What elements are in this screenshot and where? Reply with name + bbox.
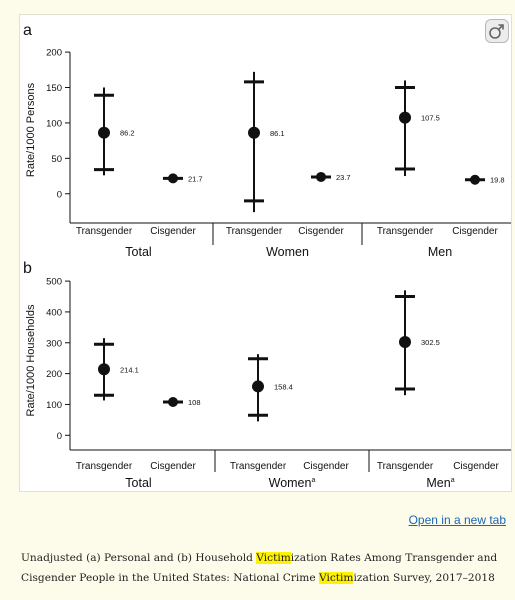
data-point bbox=[252, 380, 264, 392]
category-label: Cisgender bbox=[303, 461, 349, 472]
y-axis-label: Rate/1000 Households bbox=[25, 304, 37, 416]
group-label: Total bbox=[125, 476, 151, 490]
footnote-marker: a bbox=[451, 477, 455, 484]
y-axis-label: Rate/1000 Persons bbox=[25, 82, 37, 177]
footnote-marker: a bbox=[311, 477, 315, 484]
category-label: Transgender bbox=[377, 226, 434, 237]
category-label: Cisgender bbox=[150, 461, 196, 472]
data-point bbox=[168, 173, 178, 183]
data-label: 19.8 bbox=[490, 176, 505, 185]
expand-figure-button[interactable] bbox=[485, 19, 509, 43]
panel-letter: a bbox=[23, 22, 32, 39]
data-point bbox=[316, 172, 326, 182]
group-label: Men bbox=[428, 245, 452, 259]
data-label: 86.2 bbox=[120, 129, 135, 138]
category-label: Transgender bbox=[230, 461, 287, 472]
data-label: 158.4 bbox=[274, 382, 293, 391]
open-in-new-tab-link[interactable]: Open in a new tab bbox=[409, 513, 506, 527]
data-label: 107.5 bbox=[421, 114, 440, 123]
data-label: 214.1 bbox=[120, 365, 139, 374]
figure-caption: Unadjusted (a) Personal and (b) Househol… bbox=[21, 548, 507, 588]
y-tick-label: 0 bbox=[57, 431, 62, 442]
data-label: 23.7 bbox=[336, 173, 351, 182]
y-tick-label: 300 bbox=[46, 338, 62, 349]
caption-text: Unadjusted (a) Personal and (b) Househol… bbox=[21, 552, 256, 564]
group-label: Mena bbox=[426, 476, 454, 490]
y-tick-label: 400 bbox=[46, 307, 62, 318]
caption-text: ization Survey, 2017–2018 bbox=[353, 572, 494, 584]
y-tick-label: 500 bbox=[46, 277, 62, 288]
category-label: Transgender bbox=[377, 461, 434, 472]
data-point bbox=[168, 397, 178, 407]
y-tick-label: 100 bbox=[46, 400, 62, 411]
group-label: Total bbox=[125, 245, 151, 259]
data-point bbox=[248, 127, 260, 139]
data-point bbox=[470, 175, 480, 185]
expand-figure-icon bbox=[486, 20, 508, 42]
category-label: Cisgender bbox=[452, 226, 498, 237]
highlighted-term: Victim bbox=[319, 572, 353, 584]
y-tick-label: 0 bbox=[57, 189, 62, 200]
group-label: Women bbox=[266, 245, 309, 259]
y-tick-label: 100 bbox=[46, 118, 62, 129]
category-label: Cisgender bbox=[453, 461, 499, 472]
data-label: 86.1 bbox=[270, 129, 285, 138]
data-point bbox=[399, 112, 411, 124]
highlighted-term: Victim bbox=[256, 552, 290, 564]
category-label: Transgender bbox=[76, 226, 133, 237]
chart-svg: a 0 50 100 150 200 Rate/1000 Persons Transgende… bbox=[20, 15, 511, 491]
category-label: Transgender bbox=[226, 226, 283, 237]
data-point bbox=[399, 336, 411, 348]
category-label: Transgender bbox=[76, 461, 133, 472]
y-tick-label: 200 bbox=[46, 48, 62, 59]
data-label: 108 bbox=[188, 398, 201, 407]
panel-letter: b bbox=[23, 260, 32, 277]
data-point bbox=[98, 363, 110, 375]
data-point bbox=[98, 127, 110, 139]
group-label: Womena bbox=[269, 476, 316, 490]
figure-container: a 0 50 100 150 200 Rate/1000 Persons Transgende… bbox=[19, 14, 512, 492]
y-tick-label: 200 bbox=[46, 369, 62, 380]
data-label: 21.7 bbox=[188, 174, 203, 183]
category-label: Cisgender bbox=[150, 226, 196, 237]
category-label: Cisgender bbox=[298, 226, 344, 237]
y-tick-label: 150 bbox=[46, 83, 62, 94]
y-tick-label: 50 bbox=[51, 154, 62, 165]
data-label: 302.5 bbox=[421, 338, 440, 347]
